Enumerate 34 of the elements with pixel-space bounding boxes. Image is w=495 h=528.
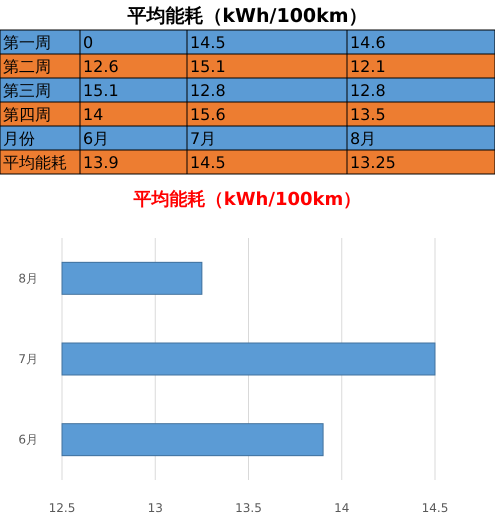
text: 8月 [350,129,376,148]
chart-title: 平均能耗（kWh/100km） [132,189,362,210]
text: 月份 [3,129,35,148]
text: 6月 [83,129,110,148]
text: 14.5 [190,33,226,52]
x-tick-label: 13 [148,501,163,515]
x-tick-label: 14.5 [422,501,448,515]
x-tick-label: 12.5 [48,501,76,515]
text: 7月 [190,129,216,148]
text: 15.6 [190,105,226,124]
text: 第四周 [3,105,51,124]
x-tick-label: 14 [334,501,350,515]
y-tick-label: 6月 [18,432,38,447]
text: 13.25 [350,153,396,172]
x-tick-label: 13.5 [235,501,262,515]
text: 第三周 [3,81,51,100]
y-tick-label: 8月 [18,271,38,286]
text: 12.1 [350,57,386,76]
text: 13.9 [83,153,119,172]
text: 14.6 [350,33,386,52]
text: 第一周 [3,33,51,52]
text: 平均能耗 [3,153,67,172]
text: 12.6 [83,57,119,76]
text: 15.1 [190,57,226,76]
text: 14.5 [190,153,226,172]
text: 平均能耗（kWh/100km） [126,5,368,27]
text: 15.1 [83,81,119,100]
text: 0 [83,33,94,52]
text: 14 [83,105,104,124]
text: 第二周 [3,57,51,76]
y-tick-label: 7月 [18,352,38,366]
text: 12.8 [350,81,386,100]
text: 12.8 [190,81,226,100]
text: 13.5 [350,105,386,124]
